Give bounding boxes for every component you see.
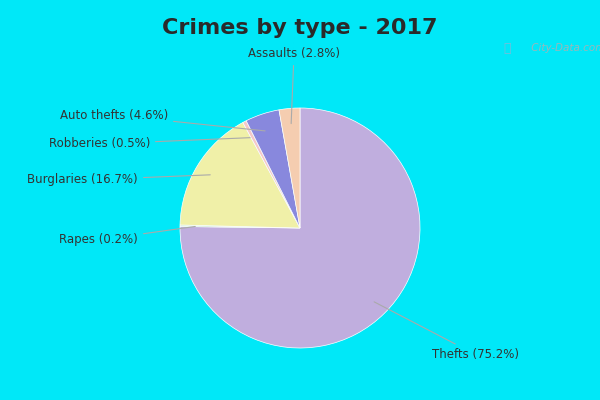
Wedge shape [246, 110, 300, 228]
Text: Assaults (2.8%): Assaults (2.8%) [248, 47, 340, 124]
Text: Burglaries (16.7%): Burglaries (16.7%) [28, 174, 210, 186]
Wedge shape [180, 108, 420, 348]
Text: Thefts (75.2%): Thefts (75.2%) [374, 302, 519, 361]
Text: Robberies (0.5%): Robberies (0.5%) [49, 138, 250, 150]
Wedge shape [243, 121, 300, 228]
Text: ⓘ: ⓘ [503, 42, 511, 54]
Wedge shape [180, 225, 300, 228]
Wedge shape [180, 122, 300, 228]
Wedge shape [279, 108, 300, 228]
Text: Auto thefts (4.6%): Auto thefts (4.6%) [60, 109, 265, 131]
Text: Rapes (0.2%): Rapes (0.2%) [59, 226, 195, 246]
Text: City-Data.com: City-Data.com [528, 43, 600, 53]
Text: Crimes by type - 2017: Crimes by type - 2017 [162, 18, 438, 38]
